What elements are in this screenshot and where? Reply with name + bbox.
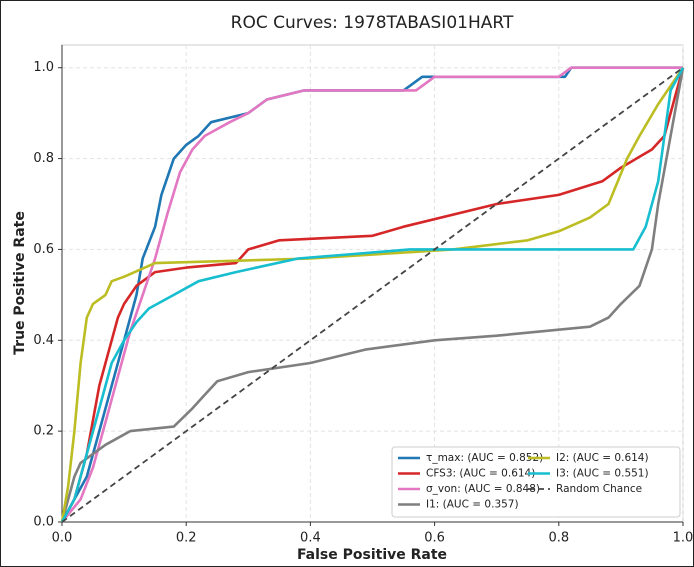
x-tick-label: 0.4 <box>300 531 321 546</box>
chart-title: ROC Curves: 1978TABASI01HART <box>231 13 514 33</box>
legend-label: τ_max: (AUC = 0.852) <box>426 452 543 464</box>
roc-curve <box>60 66 683 523</box>
legend-label: I3: (AUC = 0.551) <box>556 468 649 480</box>
x-tick-label: 0.8 <box>548 531 569 546</box>
plot-area <box>61 44 684 523</box>
legend-label: σ_von: (AUC = 0.848) <box>426 483 540 495</box>
x-axis-label: False Positive Rate <box>297 547 447 563</box>
legend-box <box>391 446 681 518</box>
roc-curve <box>60 67 685 523</box>
y-tick-label: 1.0 <box>33 60 54 75</box>
reference-line <box>61 66 684 523</box>
y-tick-label: 0.0 <box>33 515 54 530</box>
y-tick-label: 0.4 <box>33 333 54 348</box>
y-axis-label: True Positive Rate <box>12 211 28 355</box>
legend-label: I2: (AUC = 0.614) <box>556 452 649 464</box>
roc-curve <box>60 67 685 523</box>
y-tick-label: 0.6 <box>33 242 54 257</box>
legend-label: CFS3: (AUC = 0.614) <box>426 468 535 480</box>
legend-label: Random Chance <box>556 483 642 495</box>
legend-label: I1: (AUC = 0.357) <box>426 499 519 511</box>
roc-curve <box>60 67 685 523</box>
x-tick-label: 0.2 <box>176 531 197 546</box>
x-tick-label: 1.0 <box>673 531 694 546</box>
roc-curve <box>60 66 685 523</box>
roc-curve <box>60 66 683 523</box>
y-tick-label: 0.8 <box>33 151 54 166</box>
x-tick-label: 0.0 <box>52 531 73 546</box>
y-tick-label: 0.2 <box>33 424 54 439</box>
x-tick-label: 0.6 <box>424 531 445 546</box>
